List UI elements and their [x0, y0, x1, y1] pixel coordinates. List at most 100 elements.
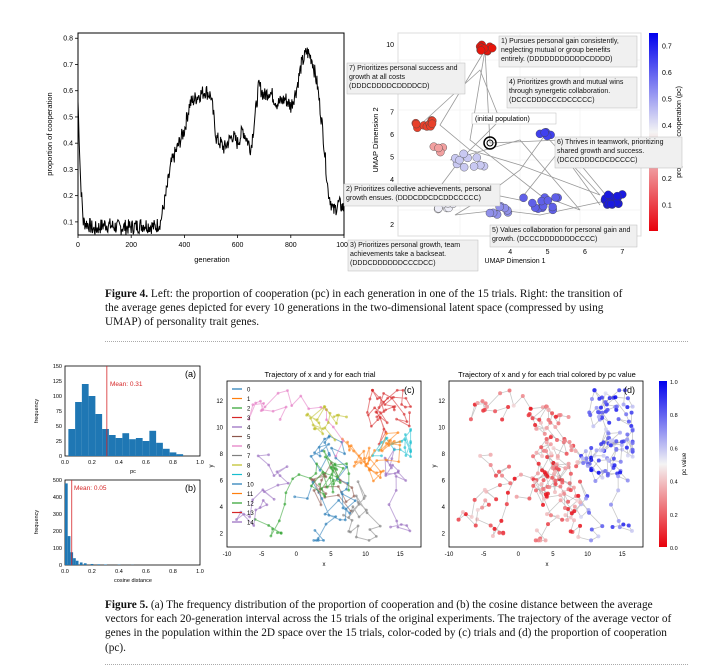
trajectory-point — [400, 403, 403, 406]
trajectory-point — [578, 523, 583, 528]
trajectory-point — [531, 483, 536, 488]
trajectory-point — [535, 471, 540, 476]
trajectory-point — [329, 466, 333, 470]
trajectory-point — [366, 413, 370, 417]
legend-label: 6 — [247, 444, 251, 450]
trajectory-point — [560, 480, 565, 485]
trajectory-point — [374, 534, 378, 538]
trajectory-point — [616, 474, 621, 479]
trajectory-point — [553, 469, 558, 474]
hist-bar — [81, 384, 89, 456]
trajectory-point — [337, 498, 341, 502]
trajectory-point — [320, 478, 323, 482]
ytick-label: 0 — [59, 563, 62, 569]
trajectory-point — [378, 476, 382, 480]
ytick-label: 2 — [220, 532, 224, 538]
ytick-label: 50 — [56, 424, 62, 430]
trajectory-point — [556, 474, 561, 479]
xtick-label: 0.6 — [142, 569, 150, 575]
trajectory-point — [352, 494, 356, 498]
trajectory-point — [626, 419, 631, 424]
legend-label: 13 — [247, 511, 254, 517]
trajectory-point — [286, 481, 290, 485]
trajectory-point — [625, 396, 630, 401]
annotation-initial: (initial population) — [471, 112, 557, 125]
trajectory-point — [321, 470, 325, 474]
trajectory-point — [551, 446, 556, 451]
trajectory-point — [315, 462, 319, 466]
trajectory-point — [405, 420, 409, 424]
trajectory-point — [541, 486, 546, 491]
trajectory-point — [391, 463, 394, 467]
trajectory-point — [566, 507, 571, 512]
trajectory-point — [322, 492, 326, 496]
trajectory-point — [261, 408, 265, 412]
trajectory-point — [616, 417, 621, 422]
colorbar-tick-label: 0.2 — [670, 513, 678, 519]
trajectory-point — [507, 464, 512, 469]
colorbar-tick-label: 0.7 — [662, 44, 672, 51]
trajectory-point — [272, 474, 276, 478]
trajectory-point — [563, 513, 568, 518]
trajectory-point — [500, 417, 505, 422]
trajectory-point — [620, 447, 625, 452]
hist-bar — [79, 562, 83, 565]
trajectory-point — [614, 447, 619, 452]
umap-point — [485, 208, 495, 218]
trajectory-point — [572, 518, 577, 523]
umap-point — [427, 119, 437, 128]
trajectory-point — [546, 522, 551, 527]
fig4-colorbar-label: proportion of cooperation (pc) — [676, 86, 683, 178]
trajectory-point — [382, 391, 385, 395]
hist-bar — [75, 560, 79, 565]
trajectory-point — [375, 397, 379, 401]
trajectory-point — [252, 524, 256, 527]
hist-bar — [102, 429, 109, 456]
trajectory-point — [326, 421, 330, 424]
panel-d-label: (d) — [624, 385, 635, 395]
legend-label: 11 — [247, 492, 254, 498]
trajectory-point — [603, 400, 608, 405]
trajectory-point — [584, 456, 589, 461]
panel-a-xticks: 0.0 0.2 0.4 0.6 0.8 1.0 — [61, 460, 204, 466]
umap-point — [540, 128, 549, 137]
trial-trajectory — [366, 389, 412, 418]
trajectory-point — [383, 403, 387, 406]
trajectory-point — [617, 430, 622, 435]
fig4-initial-population-marker — [483, 136, 497, 150]
panel-b-ylabel: frequency — [34, 510, 40, 534]
umap-point — [459, 149, 468, 159]
annotation-3: 3) Prioritizes personal growth, team ach… — [347, 239, 479, 272]
trajectory-point — [402, 412, 406, 416]
trajectory-point — [548, 435, 553, 440]
trajectory-point — [403, 405, 407, 409]
trajectory-point — [572, 504, 577, 509]
panel-d-xticks: -10 -5 0 5 10 15 — [445, 552, 627, 558]
trajectory-point — [625, 437, 630, 442]
trajectory-point — [380, 454, 383, 458]
trajectory-point — [393, 405, 397, 408]
panel-b-yticks: 0 100 200 300 400 500 — [53, 478, 62, 569]
trajectory-point — [327, 435, 331, 439]
trajectory-point — [463, 512, 468, 517]
trajectory-point — [409, 441, 413, 445]
trajectory-point — [619, 439, 624, 444]
trajectory-point — [600, 524, 605, 529]
trajectory-point — [235, 518, 238, 521]
trajectory-point — [608, 438, 613, 443]
annotation-7: 7) Prioritizes personal success and grow… — [346, 62, 466, 95]
trajectory-point — [595, 409, 600, 414]
umap-point — [603, 190, 613, 199]
trajectory-point — [389, 525, 392, 529]
trajectory-point — [587, 510, 592, 515]
trajectory-point — [543, 538, 548, 543]
trajectory-point — [591, 424, 596, 429]
umap-point — [434, 143, 443, 153]
xtick-label: 0 — [517, 552, 521, 558]
trajectory-point — [277, 519, 281, 523]
trajectory-point — [618, 459, 623, 464]
hist-bar — [135, 438, 143, 456]
trajectory-point — [630, 447, 635, 452]
legend-label: 3 — [247, 416, 251, 422]
